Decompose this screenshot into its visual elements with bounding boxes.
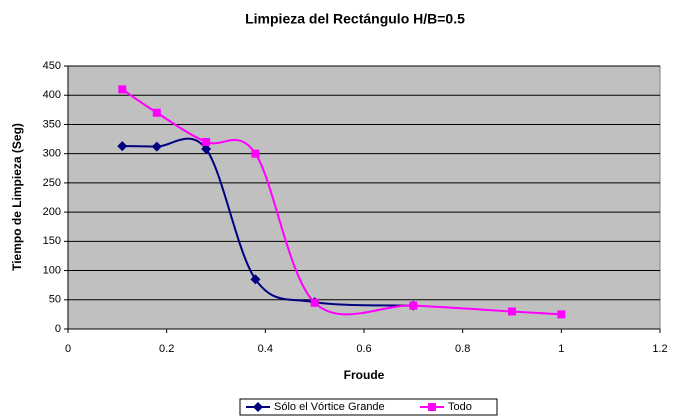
y-tick-label: 250 <box>43 177 61 189</box>
x-axis-title: Froude <box>344 368 385 382</box>
marker <box>409 301 418 310</box>
legend-label: Todo <box>448 401 472 413</box>
marker <box>151 141 162 152</box>
x-tick-label: 1.2 <box>652 343 667 355</box>
plot-area <box>67 65 661 330</box>
x-tick-label: 1 <box>558 343 564 355</box>
marker <box>508 307 516 316</box>
marker <box>250 274 261 285</box>
x-tick-label: 0 <box>65 343 71 355</box>
marker <box>117 141 128 152</box>
y-tick-label: 350 <box>43 118 61 130</box>
legend-marker <box>253 402 263 412</box>
legend-marker <box>428 403 436 411</box>
y-tick-label: 50 <box>49 294 61 306</box>
x-tick-label: 0.4 <box>258 343 273 355</box>
chart-title: Limpieza del Rectángulo H/B=0.5 <box>245 11 465 27</box>
marker <box>310 298 319 307</box>
marker <box>152 108 161 117</box>
x-tick-label: 0.8 <box>455 343 470 355</box>
y-tick-label: 200 <box>43 206 61 218</box>
y-tick-label: 400 <box>43 89 61 101</box>
y-tick-label: 300 <box>43 148 61 160</box>
y-tick-label: 450 <box>43 60 61 72</box>
marker <box>557 310 566 319</box>
marker <box>202 137 211 146</box>
marker <box>118 85 127 94</box>
y-tick-label: 100 <box>43 264 61 276</box>
marker <box>251 149 260 158</box>
marker <box>201 143 212 154</box>
series-line <box>121 88 562 316</box>
x-tick-label: 0.2 <box>159 343 174 355</box>
y-axis-title: Tiempo de Limpieza (Seg) <box>10 123 24 271</box>
legend-label: Sólo el Vórtice Grande <box>274 401 385 413</box>
y-tick-label: 0 <box>55 323 61 335</box>
y-tick-label: 150 <box>43 235 61 247</box>
x-tick-label: 0.6 <box>356 343 371 355</box>
